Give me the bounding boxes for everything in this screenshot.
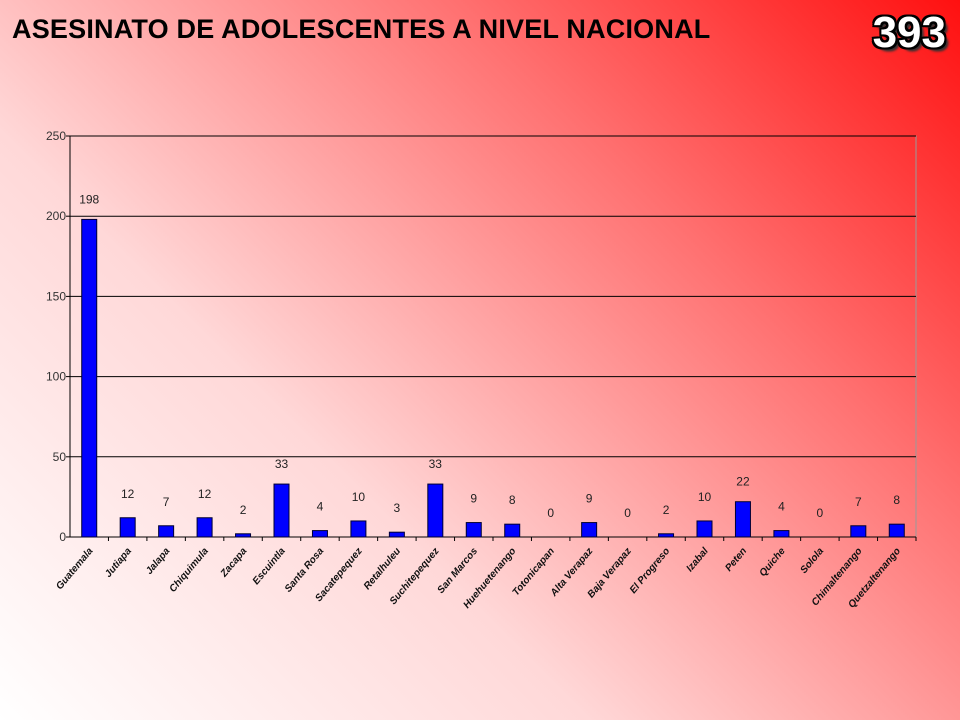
- data-label: 7: [163, 495, 170, 509]
- category-label: Guatemala: [54, 546, 96, 593]
- data-label: 0: [547, 506, 554, 520]
- data-label: 4: [778, 500, 785, 514]
- data-label: 12: [198, 487, 212, 501]
- bar: [196, 517, 213, 538]
- bar: [158, 525, 175, 538]
- data-label: 2: [240, 503, 247, 517]
- data-label: 33: [275, 457, 289, 471]
- category-label: Izabal: [685, 546, 711, 575]
- bar: [658, 533, 675, 538]
- category-label: Escuintla: [251, 546, 288, 587]
- data-label: 9: [586, 492, 593, 506]
- data-label: 10: [698, 490, 712, 504]
- data-label: 4: [317, 500, 324, 514]
- category-label: Jutiapa: [103, 546, 134, 580]
- bar: [888, 523, 905, 538]
- category-label: Santa Rosa: [283, 546, 327, 595]
- category-label: Quiche: [757, 546, 787, 579]
- bar: [119, 517, 136, 538]
- page-title: ASESINATO DE ADOLESCENTES A NIVEL NACION…: [12, 14, 711, 44]
- data-label: 8: [893, 493, 900, 507]
- bar: [465, 522, 482, 538]
- category-label: Zacapa: [218, 546, 250, 581]
- data-label: 0: [624, 506, 631, 520]
- category-label: El Progreso: [628, 546, 673, 596]
- y-tick-label: 0: [59, 530, 66, 544]
- total-count: 393: [872, 8, 946, 57]
- plot-frame: [69, 135, 917, 538]
- bar: [581, 522, 598, 538]
- data-label: 9: [470, 492, 477, 506]
- y-tick-label: 250: [46, 129, 66, 143]
- category-label: Solola: [798, 546, 826, 576]
- y-tick-label: 100: [46, 370, 66, 384]
- y-tick-label: 50: [53, 450, 67, 464]
- category-label: Peten: [723, 546, 749, 574]
- bar: [734, 501, 751, 538]
- category-label: Retalhuleu: [362, 546, 403, 592]
- data-label: 8: [509, 493, 516, 507]
- data-label: 3: [394, 501, 401, 515]
- category-label: Jalapa: [144, 546, 173, 577]
- data-label: 22: [736, 475, 750, 489]
- bar: [850, 525, 867, 538]
- data-label: 7: [855, 495, 862, 509]
- y-tick-label: 150: [46, 289, 66, 303]
- y-tick-label: 200: [46, 209, 66, 223]
- bar: [504, 523, 521, 538]
- bar: [81, 218, 98, 538]
- data-label: 12: [121, 487, 135, 501]
- data-label: 33: [429, 457, 443, 471]
- bar: [273, 483, 290, 538]
- bar: [773, 530, 790, 538]
- bar: [235, 533, 252, 538]
- data-label: 198: [79, 192, 99, 206]
- data-label: 10: [352, 490, 366, 504]
- category-label: Chiquimula: [167, 546, 211, 595]
- bar: [388, 531, 405, 538]
- bar: [311, 530, 328, 538]
- data-label: 0: [817, 506, 824, 520]
- bar: [427, 483, 444, 538]
- bar: [696, 520, 713, 538]
- bar: [350, 520, 367, 538]
- data-label: 2: [663, 503, 670, 517]
